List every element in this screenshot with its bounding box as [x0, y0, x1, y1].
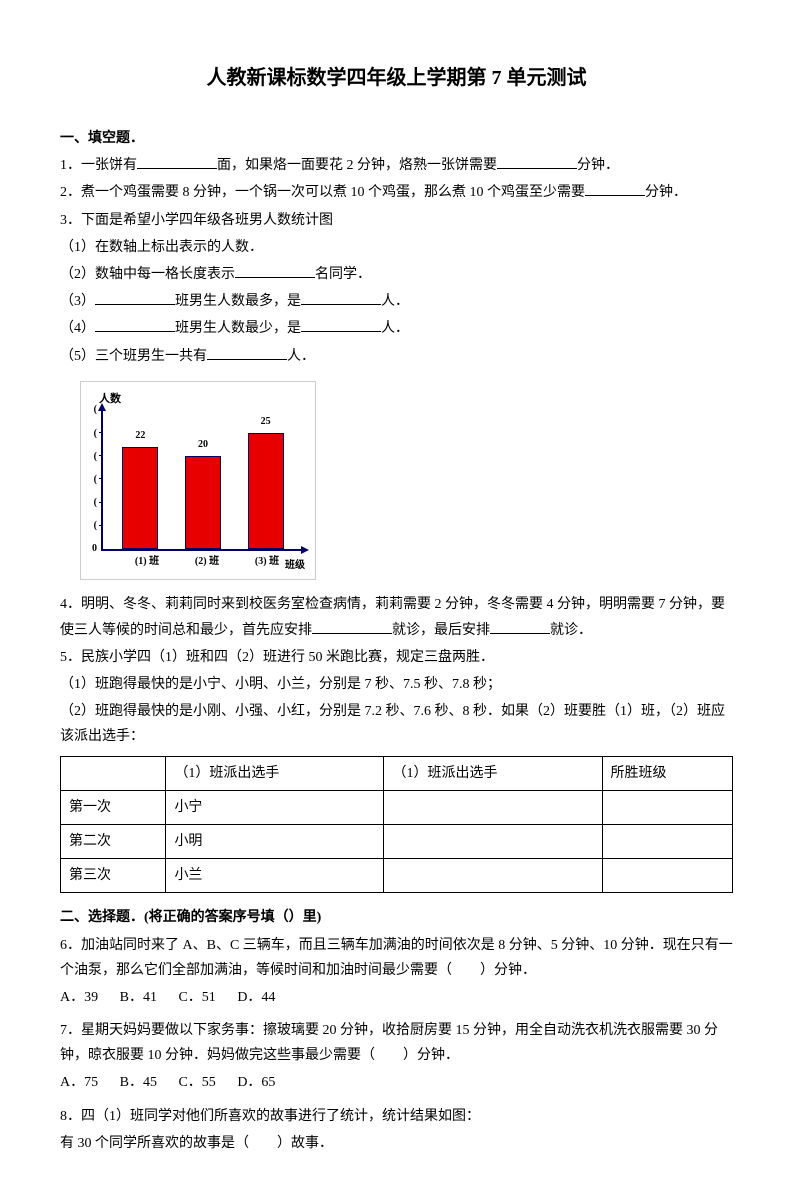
option-b[interactable]: B．45: [120, 1075, 157, 1090]
q7-stem: 7．星期天妈妈要做以下家务事：擦玻璃要 20 分钟，收拾厨房要 15 分钟，用全…: [60, 1018, 733, 1068]
table-cell: 第二次: [61, 824, 166, 858]
blank[interactable]: [95, 290, 175, 305]
x-labels: (1) 班 (2) 班 (3) 班: [101, 551, 303, 571]
option-c[interactable]: C．55: [178, 1075, 215, 1090]
option-d[interactable]: D．65: [237, 1075, 275, 1090]
y-tick: (: [85, 525, 97, 526]
q3-sub4: （4）班男生人数最少，是人．: [60, 316, 733, 341]
blank[interactable]: [137, 154, 217, 169]
table-cell[interactable]: [384, 824, 602, 858]
table-cell: 小明: [166, 824, 384, 858]
bar-group: 22: [120, 427, 160, 550]
option-a[interactable]: A．39: [60, 990, 98, 1005]
blank[interactable]: [497, 154, 577, 169]
y-tick: (: [85, 479, 97, 480]
table-cell[interactable]: [602, 859, 733, 893]
q4: 4．明明、冬冬、莉莉同时来到校医务室检查病情，莉莉需要 2 分钟，冬冬需要 4 …: [60, 592, 733, 642]
blank[interactable]: [301, 290, 381, 305]
x-axis-title: 班级: [285, 557, 305, 575]
option-b[interactable]: B．41: [120, 990, 157, 1005]
q1: 1．一张饼有面，如果烙一面要花 2 分钟，烙熟一张饼需要分钟．: [60, 153, 733, 178]
section1-heading: 一、填空题．: [60, 126, 733, 151]
x-label: (3) 班: [255, 553, 279, 571]
section2-heading: 二、选择题．(将正确的答案序号填（）里): [60, 905, 733, 930]
option-c[interactable]: C．51: [178, 990, 215, 1005]
bar-chart: 人数 ( ( ( ( ( ( 0 222025 (1) 班(2) 班(3) 班 …: [80, 381, 316, 581]
q3-sub1: （1）在数轴上标出表示的人数．: [60, 235, 733, 260]
y-tick: (: [85, 456, 97, 457]
y-tick: 0: [85, 548, 97, 549]
table-header-row: （1）班派出选手 （1）班派出选手 所胜班级: [61, 756, 733, 790]
y-tick: (: [85, 409, 97, 410]
bar: [185, 456, 221, 549]
q8-stem: 8．四（1）班同学对他们所喜欢的故事进行了统计，统计结果如图：: [60, 1104, 733, 1129]
q7-options: A．75 B．45 C．55 D．65: [60, 1070, 733, 1095]
q5-line1: （1）班跑得最快的是小宁、小明、小兰，分别是 7 秒、7.5 秒、7.8 秒；: [60, 672, 733, 697]
table-row: 第二次 小明: [61, 824, 733, 858]
option-d[interactable]: D．44: [237, 990, 275, 1005]
blank[interactable]: [585, 181, 645, 196]
table-row: 第一次 小宁: [61, 790, 733, 824]
bar-group: 20: [183, 436, 223, 549]
q8-sub: 有 30 个同学所喜欢的故事是（ ）故事．: [60, 1131, 733, 1156]
bar: [122, 447, 158, 550]
blank[interactable]: [207, 345, 287, 360]
table-cell[interactable]: [602, 824, 733, 858]
table-cell: [61, 756, 166, 790]
q3-sub5: （5）三个班男生一共有人．: [60, 344, 733, 369]
blank[interactable]: [95, 317, 175, 332]
q3-sub3: （3）班男生人数最多，是人．: [60, 289, 733, 314]
table-cell[interactable]: [384, 859, 602, 893]
bar: [248, 433, 284, 550]
bar-value-label: 25: [261, 413, 271, 431]
bar-value-label: 22: [135, 427, 145, 445]
blank[interactable]: [301, 317, 381, 332]
option-a[interactable]: A．75: [60, 1075, 98, 1090]
y-axis: ( ( ( ( ( ( 0: [85, 409, 97, 549]
q2: 2．煮一个鸡蛋需要 8 分钟，一个锅一次可以煮 10 个鸡蛋，那么煮 10 个鸡…: [60, 180, 733, 205]
table-cell: 第一次: [61, 790, 166, 824]
q3-sub2: （2）数轴中每一格长度表示名同学．: [60, 262, 733, 287]
table-cell[interactable]: [602, 790, 733, 824]
table-cell: （1）班派出选手: [166, 756, 384, 790]
bar-group: 25: [246, 413, 286, 550]
table-row: 第三次 小兰: [61, 859, 733, 893]
x-label: (1) 班: [135, 553, 159, 571]
q6-options: A．39 B．41 C．51 D．44: [60, 985, 733, 1010]
table-cell: （1）班派出选手: [384, 756, 602, 790]
table-cell: 小兰: [166, 859, 384, 893]
y-tick: (: [85, 433, 97, 434]
answer-table: （1）班派出选手 （1）班派出选手 所胜班级 第一次 小宁 第二次 小明 第三次…: [60, 756, 733, 894]
bar-value-label: 20: [198, 436, 208, 454]
x-label: (2) 班: [195, 553, 219, 571]
y-tick: (: [85, 502, 97, 503]
q5-line2: （2）班跑得最快的是小刚、小强、小红，分别是 7.2 秒、7.6 秒、8 秒．如…: [60, 699, 733, 749]
table-cell: 第三次: [61, 859, 166, 893]
blank[interactable]: [312, 619, 392, 634]
table-cell: 小宁: [166, 790, 384, 824]
table-cell: 所胜班级: [602, 756, 733, 790]
q5-stem: 5．民族小学四（1）班和四（2）班进行 50 米跑比赛，规定三盘两胜．: [60, 645, 733, 670]
page-title: 人教新课标数学四年级上学期第 7 单元测试: [60, 60, 733, 96]
table-cell[interactable]: [384, 790, 602, 824]
blank[interactable]: [490, 619, 550, 634]
q3-stem: 3．下面是希望小学四年级各班男人数统计图: [60, 208, 733, 233]
blank[interactable]: [235, 263, 315, 278]
q6-stem: 6．加油站同时来了 A、B、C 三辆车，而且三辆车加满油的时间依次是 8 分钟、…: [60, 933, 733, 983]
plot-area: 22 20 25: [101, 409, 303, 551]
y-axis-title: 人数: [99, 390, 305, 410]
